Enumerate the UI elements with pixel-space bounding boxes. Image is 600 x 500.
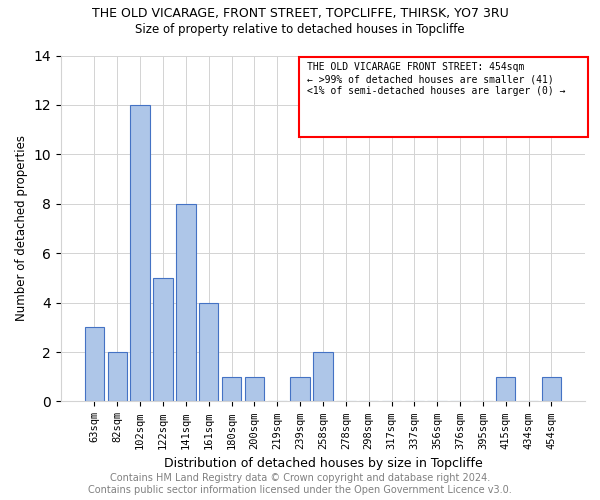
Bar <box>222 376 241 402</box>
FancyBboxPatch shape <box>299 57 587 137</box>
Bar <box>290 376 310 402</box>
Y-axis label: Number of detached properties: Number of detached properties <box>15 136 28 322</box>
Bar <box>245 376 264 402</box>
Bar <box>130 105 150 402</box>
Bar <box>199 302 218 402</box>
X-axis label: Distribution of detached houses by size in Topcliffe: Distribution of detached houses by size … <box>164 457 482 470</box>
Text: Contains HM Land Registry data © Crown copyright and database right 2024.
Contai: Contains HM Land Registry data © Crown c… <box>88 474 512 495</box>
Text: THE OLD VICARAGE, FRONT STREET, TOPCLIFFE, THIRSK, YO7 3RU: THE OLD VICARAGE, FRONT STREET, TOPCLIFF… <box>92 8 508 20</box>
Bar <box>153 278 173 402</box>
Bar <box>496 376 515 402</box>
Bar <box>176 204 196 402</box>
Text: THE OLD VICARAGE FRONT STREET: 454sqm
← >99% of detached houses are smaller (41): THE OLD VICARAGE FRONT STREET: 454sqm ← … <box>307 62 566 96</box>
Text: Size of property relative to detached houses in Topcliffe: Size of property relative to detached ho… <box>135 22 465 36</box>
Bar <box>85 328 104 402</box>
Bar <box>313 352 332 402</box>
Bar <box>107 352 127 402</box>
Bar <box>542 376 561 402</box>
